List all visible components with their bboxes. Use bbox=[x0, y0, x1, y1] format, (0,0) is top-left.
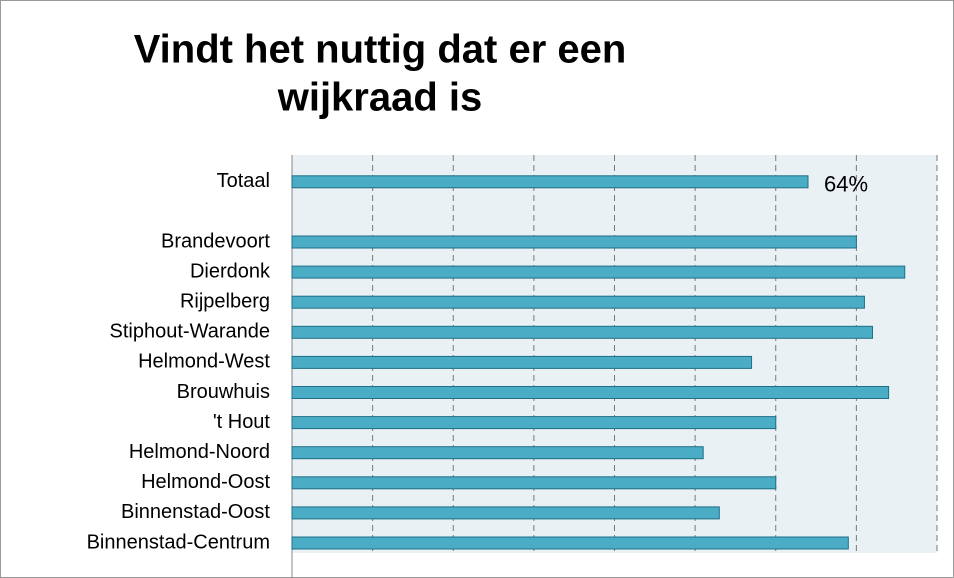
bar bbox=[291, 235, 857, 249]
y-tick-label: Helmond-Noord bbox=[129, 441, 270, 463]
y-tick-label: Stiphout-Warande bbox=[110, 321, 270, 343]
y-tick-label: Totaal bbox=[217, 170, 270, 192]
y-tick-label: Helmond-West bbox=[138, 351, 270, 373]
bar bbox=[291, 265, 906, 279]
bar bbox=[291, 446, 704, 460]
bar bbox=[291, 295, 865, 309]
bar bbox=[291, 175, 809, 189]
y-tick-label: Binnenstad-Centrum bbox=[87, 531, 270, 553]
bar bbox=[291, 476, 777, 490]
bar bbox=[291, 325, 873, 339]
bar bbox=[291, 386, 890, 399]
y-tick-label: Helmond-Oost bbox=[141, 471, 270, 493]
chart-title: Vindt het nuttig dat er een bbox=[134, 28, 627, 72]
chart-title: wijkraad is bbox=[277, 76, 483, 120]
data-label: 64% bbox=[824, 172, 868, 197]
bar bbox=[291, 416, 777, 430]
y-tick-label: Rijpelberg bbox=[180, 290, 270, 312]
y-tick-label: Dierdonk bbox=[190, 260, 271, 282]
bar bbox=[291, 506, 720, 520]
y-tick-label: Brouwhuis bbox=[177, 381, 270, 403]
bar bbox=[291, 355, 753, 369]
y-tick-label: Brandevoort bbox=[161, 230, 270, 252]
y-tick-label: Binnenstad-Oost bbox=[121, 501, 270, 523]
bar bbox=[291, 536, 849, 550]
plot-area bbox=[292, 155, 937, 553]
y-tick-label: 't Hout bbox=[213, 411, 271, 433]
